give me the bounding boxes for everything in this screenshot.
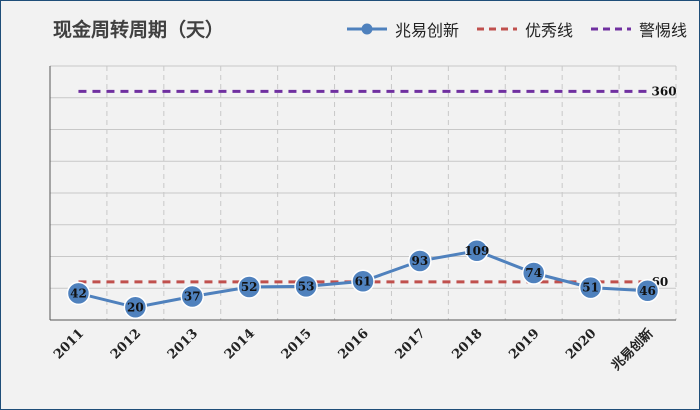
x-tick-label: 2020 — [563, 326, 599, 362]
data-point — [237, 275, 261, 299]
x-tick-label: 2016 — [336, 326, 372, 362]
legend-label-excellent-line: 优秀线 — [524, 21, 573, 40]
legend-label-company: 兆易创新 — [394, 21, 459, 40]
x-tick-label: 2012 — [108, 326, 144, 362]
data-point — [465, 239, 489, 263]
data-label: 93 — [412, 254, 429, 268]
x-tick-label: 2014 — [222, 326, 258, 362]
legend-swatch-excellent-line — [476, 27, 517, 31]
data-point — [521, 261, 546, 285]
x-tick-label: 2017 — [393, 326, 429, 362]
legend-item-company: 兆易创新 — [345, 17, 459, 41]
legend-item-warning-line: 警惕线 — [589, 17, 687, 41]
x-tick-label: 2019 — [506, 326, 542, 362]
data-label: 20 — [127, 300, 144, 314]
data-label: 61 — [355, 274, 372, 288]
legend-swatch-warning-line — [590, 27, 631, 31]
legend-item-excellent-line: 优秀线 — [475, 17, 573, 41]
x-tick-label: 2011 — [51, 326, 87, 362]
legend-swatch-company — [346, 23, 387, 35]
data-point — [123, 295, 148, 320]
x-tick-label: 2013 — [165, 326, 201, 362]
data-point — [180, 284, 205, 309]
data-label: 52 — [241, 280, 258, 294]
data-label: 74 — [525, 266, 542, 280]
data-label: 37 — [184, 290, 201, 304]
x-tick-label: 2018 — [449, 326, 485, 362]
data-point — [408, 249, 432, 273]
chart-legend: 兆易创新 优秀线 警惕线 — [345, 17, 687, 41]
x-tick-label: 兆易创新 — [608, 326, 656, 374]
data-label: 42 — [70, 286, 87, 300]
data-label: 46 — [639, 284, 656, 298]
data-point — [578, 275, 603, 300]
data-point — [351, 269, 375, 294]
data-point — [294, 274, 318, 299]
data-label: 53 — [298, 279, 315, 293]
warning-line-end-label: 360 — [652, 84, 677, 98]
data-label: 51 — [582, 281, 599, 295]
data-point — [66, 281, 91, 306]
data-label: 109 — [464, 244, 489, 258]
data-point — [635, 279, 660, 303]
legend-label-warning-line: 警惕线 — [638, 21, 687, 40]
x-tick-label: 2015 — [279, 326, 315, 362]
chart-title: 现金周转周期（天） — [53, 19, 225, 41]
